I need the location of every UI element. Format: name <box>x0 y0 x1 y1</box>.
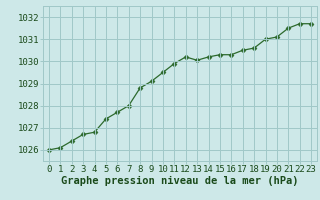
X-axis label: Graphe pression niveau de la mer (hPa): Graphe pression niveau de la mer (hPa) <box>61 176 299 186</box>
